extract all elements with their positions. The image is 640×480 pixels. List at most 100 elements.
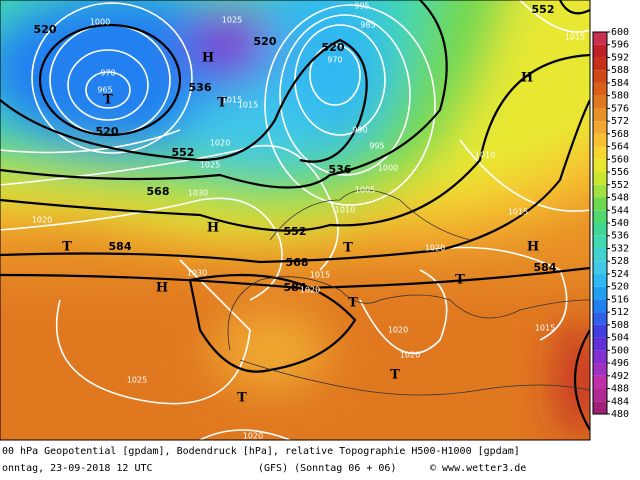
pressure-center: H (521, 71, 533, 86)
map-field: 520 520 520 520 536 552 568 552 568 584 584 536 584 5… (0, 0, 590, 441)
colorbar-label: 536 (611, 231, 629, 242)
colorbar-label: 488 (611, 384, 629, 395)
isobar-label: 1005 (355, 186, 375, 195)
isobar-label: 1015 (222, 96, 242, 105)
geopotential-label: 536 (189, 81, 212, 94)
colorbar-bin (593, 108, 607, 122)
isobar-label: 965 (97, 86, 112, 95)
colorbar-label: 532 (611, 243, 629, 254)
geopotential-label: 584 (284, 281, 307, 294)
colorbar-bin (593, 350, 607, 364)
colorbar-label: 508 (611, 320, 629, 331)
colorbar-label: 560 (611, 154, 629, 165)
pressure-center: T (455, 273, 465, 288)
colorbar-label: 496 (611, 358, 629, 369)
geopotential-label: 520 (34, 23, 57, 36)
colorbar-label: 568 (611, 129, 629, 140)
geopotential-label: 584 (534, 261, 557, 274)
isobar-label: 1015 (535, 324, 555, 333)
colorbar-label: 484 (611, 396, 629, 407)
isobar-label: 1020 (388, 326, 408, 335)
colorbar-label: 592 (611, 52, 629, 63)
colorbar-bin (593, 121, 607, 134)
colorbar-bin (593, 401, 607, 414)
geopotential-label: 536 (329, 163, 352, 176)
colorbar-bin (593, 133, 607, 147)
isobar-label: 1025 (200, 161, 220, 170)
isobar-label: 1000 (90, 18, 110, 27)
isobar-label: 1030 (188, 189, 208, 198)
colorbar-bin (593, 159, 607, 173)
pressure-center: T (390, 368, 400, 383)
isobar-label: 985 (360, 21, 375, 30)
colorbar-label: 564 (611, 142, 629, 153)
pressure-center: T (343, 241, 353, 256)
geopotential-label: 568 (147, 185, 170, 198)
isobar-label: 970 (327, 56, 342, 65)
colorbar-label: 580 (611, 91, 629, 102)
colorbar-label: 556 (611, 167, 629, 178)
pressure-center: T (237, 391, 247, 406)
pressure-center: T (103, 93, 113, 108)
colorbar-bin (593, 184, 607, 198)
isobar-label: 1020 (400, 351, 420, 360)
pressure-center: H (156, 281, 168, 296)
isobar-label: 970 (100, 69, 115, 78)
isobar-label: 1020 (32, 216, 52, 225)
footer-credit: © www.wetter3.de (430, 463, 526, 474)
map-frame (0, 0, 591, 441)
colorbar-bin (593, 223, 607, 236)
geopotential-contours (0, 0, 590, 431)
colorbar-label: 584 (611, 78, 629, 89)
colorbar-bin (593, 32, 607, 45)
colorbar-bin (593, 337, 607, 351)
colorbar-label: 504 (611, 333, 629, 344)
colorbar-bin (593, 146, 607, 160)
colorbar-bin (593, 210, 607, 223)
colorbar-bin (593, 388, 607, 402)
isobar-label: 1030 (187, 269, 207, 278)
colorbar-label: 548 (611, 193, 629, 204)
isobar-label: 1010 (475, 151, 495, 160)
isobar-label: 1015 (310, 271, 330, 280)
colorbar-bin (593, 363, 607, 376)
colorbar: 4804844884924965005045085125165205245285… (592, 27, 629, 420)
isobar-label: 1020 (210, 139, 230, 148)
colorbar-bin (593, 70, 607, 83)
coastlines (227, 189, 590, 396)
isobar-label: 1015 (238, 101, 258, 110)
isobar-label: 995 (354, 2, 369, 11)
isobar-label: 990 (352, 126, 367, 135)
footer-description: 00 hPa Geopotential [gpdam], Bodendruck … (2, 446, 520, 457)
isobar-label: 1015 (565, 33, 585, 42)
geopotential-label: 520 (96, 125, 119, 138)
colorbar-label: 492 (611, 371, 629, 382)
colorbar-bin (593, 248, 607, 262)
geopotential-label: 584 (109, 240, 132, 253)
isobar-label: 1025 (222, 16, 242, 25)
colorbar-label: 544 (611, 205, 629, 216)
colorbar-bin (593, 95, 607, 109)
isobar-label: 995 (369, 142, 384, 151)
colorbar-bin (593, 235, 607, 249)
colorbar-label: 576 (611, 103, 629, 114)
colorbar-bin (593, 324, 607, 338)
colorbar-label: 600 (611, 27, 629, 38)
colorbar-label: 500 (611, 345, 629, 356)
colorbar-bin (593, 44, 607, 58)
isobar-label: 1000 (378, 164, 398, 173)
colorbar-label: 588 (611, 65, 629, 76)
colorbar-label: 540 (611, 218, 629, 229)
geopotential-label: 520 (254, 35, 277, 48)
isobar-label: 1020 (243, 432, 263, 441)
geopotential-label: 552 (532, 3, 555, 16)
colorbar-label: 512 (611, 307, 629, 318)
colorbar-bin (593, 57, 607, 71)
colorbar-bin (593, 375, 607, 389)
colorbar-bin (593, 197, 607, 211)
pressure-center: H (202, 51, 214, 66)
pressure-center: T (62, 240, 72, 255)
pressure-center: H (527, 240, 539, 255)
